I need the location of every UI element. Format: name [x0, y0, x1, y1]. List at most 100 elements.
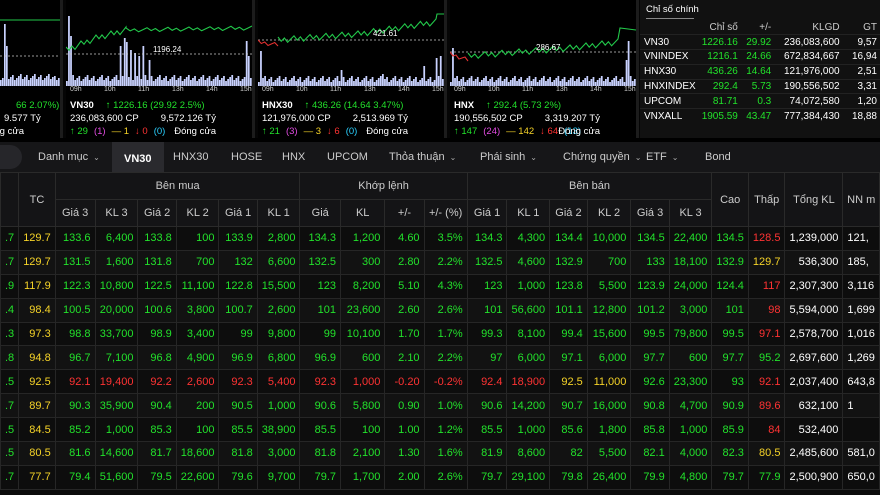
- tab-bond[interactable]: Bond: [705, 142, 731, 172]
- volume-bar: [567, 80, 570, 86]
- bid-volume-cell: 3,400: [175, 321, 220, 347]
- tab-phái-sinh[interactable]: Phái sinh ⌄: [480, 142, 537, 172]
- volume-bar: [427, 79, 430, 86]
- volume-bar: [311, 79, 314, 86]
- volume-bar: [88, 80, 91, 86]
- volume-bar: [605, 79, 607, 86]
- tab-label: Chứng quyền: [563, 151, 630, 163]
- table-row[interactable]: .4 98.4 100.5 20,000 100.6 3,800 100.7 2,600 101…: [0, 297, 880, 323]
- index-row[interactable]: VNINDEX 1216.1 24.66 672,834,667 16,94: [640, 49, 880, 65]
- foreign-cell: 1: [842, 393, 880, 419]
- volume-bar: [227, 79, 229, 86]
- tab-thỏa-thuận[interactable]: Thỏa thuận ⌄: [389, 142, 456, 172]
- info-text: ↑ 29: [70, 126, 88, 137]
- chart-panel-vn30[interactable]: 1196.24 09h 10h 11h 13h 14h 15h VN30 ↑ 1226.16…: [66, 0, 255, 138]
- volume-bar: [190, 80, 192, 86]
- info-text: ↑ 436.26 (14.64 3.47%): [304, 100, 404, 111]
- match-volume-cell: 1,200: [340, 226, 386, 251]
- volume-bar: [396, 81, 399, 86]
- volume-bar: [216, 75, 219, 86]
- volume-bar: [501, 81, 504, 86]
- volume-bar: [526, 78, 529, 86]
- table-row[interactable]: .7 129.7 133.6 6,400 133.8 100 133.9 2,800 134.3…: [0, 226, 880, 251]
- sub-col-header: +/-: [384, 199, 425, 227]
- volume-bar: [136, 76, 139, 86]
- table-row[interactable]: .7 129.7 131.5 1,600 131.8 700 132 6,600 132.5 30…: [0, 249, 880, 275]
- tab-hnx30[interactable]: HNX30: [173, 142, 208, 172]
- total-volume-cell: 5,594,000: [784, 297, 844, 323]
- volume-bar: [534, 77, 537, 86]
- change-cell: 1.30: [384, 441, 425, 466]
- volume-bar: [82, 79, 85, 86]
- volume-bar: [303, 80, 306, 86]
- volume-bar: [328, 77, 331, 86]
- bid-volume-cell: 11,100: [175, 273, 220, 299]
- sub-col-header: KL 2: [175, 199, 220, 227]
- chart-panel-vnindex[interactable]: 66 2.07%) 9.577 Tỷ Đóng cửa: [0, 0, 63, 138]
- ask-volume-cell: 4,600: [506, 249, 551, 275]
- ask-volume-cell: 6,000: [586, 345, 632, 371]
- bid-volume-cell: 51,600: [94, 464, 139, 490]
- tab-etf[interactable]: ETF ⌄: [646, 142, 678, 172]
- match-price-cell: 99: [299, 321, 342, 347]
- bid-volume-cell: 33,700: [94, 321, 139, 347]
- index-value: 1905.59: [698, 108, 741, 124]
- search-toggle[interactable]: [0, 145, 22, 169]
- bid-price-cell: 131.5: [54, 249, 96, 275]
- volume-bar: [417, 82, 419, 86]
- table-row[interactable]: .5 92.5 92.1 19,400 92.2 2,600 92.3 5,400 92.3 1,…: [0, 369, 880, 395]
- match-price-cell: 79.7: [299, 464, 342, 490]
- volume-bar: [14, 80, 16, 86]
- bid-price-cell: 99: [218, 321, 258, 347]
- bid-price-cell: 122.5: [137, 273, 177, 299]
- volume-bar: [134, 53, 136, 86]
- sub-col-header: KL 1: [506, 199, 551, 227]
- volume-bar: [576, 79, 578, 86]
- volume-bar: [173, 75, 176, 86]
- index-row[interactable]: VN30 1226.16 29.92 236,083,600 9,57: [640, 34, 880, 50]
- tab-upcom[interactable]: UPCOM: [327, 142, 368, 172]
- tab-chứng-quyền[interactable]: Chứng quyền ⌄: [563, 142, 641, 172]
- volume-bar: [629, 76, 632, 86]
- volume-bar: [289, 80, 291, 86]
- tab-hose[interactable]: HOSE: [231, 142, 262, 172]
- volume-bar: [297, 79, 300, 86]
- total-volume-col-header: Tổng KL: [784, 172, 844, 227]
- volume-bar: [346, 80, 349, 86]
- chart-panel-hnx30[interactable]: 421.61 09h 10h 11h 13h 14h 15h HNX30 ↑ 436.26 …: [258, 0, 447, 138]
- index-chart: 286.67: [450, 0, 636, 86]
- volume-bar: [42, 80, 44, 86]
- ask-price-cell: 134.3: [466, 226, 508, 251]
- tab-label: Thỏa thuận: [389, 151, 445, 163]
- match-price-cell: 96.9: [299, 345, 342, 371]
- tab-hnx[interactable]: HNX: [282, 142, 305, 172]
- volume-bar: [406, 78, 409, 86]
- table-row[interactable]: .3 97.3 98.8 33,700 98.9 3,400 99 9,800 99 10,100…: [0, 321, 880, 347]
- chart-panel-hnx[interactable]: 286.67 09h 10h 11h 13h 14h 15h HNX ↑ 292.4 (5.…: [450, 0, 639, 138]
- volume-bar: [130, 50, 132, 86]
- table-row[interactable]: .8 94.8 96.7 7,100 96.8 4,900 96.9 6,800 96.9 600…: [0, 345, 880, 371]
- index-row[interactable]: HNX30 436.26 14.64 121,976,000 2,51: [640, 63, 880, 80]
- volume-bar: [485, 76, 487, 86]
- bid-price-cell: 79.4: [54, 464, 96, 490]
- index-row[interactable]: HNXINDEX 292.4 5.73 190,556,502 3,31: [640, 78, 880, 94]
- table-row[interactable]: .5 80.5 81.6 14,600 81.7 18,600 81.8 3,000 81.8 2…: [0, 441, 880, 466]
- table-row[interactable]: .7 77.7 79.4 51,600 79.5 22,600 79.6 9,700 79.7 1…: [0, 464, 880, 490]
- volume-bar: [20, 74, 22, 86]
- table-row[interactable]: .9 117.9 122.3 10,800 122.5 11,100 122.8 15,500…: [0, 273, 880, 299]
- index-row[interactable]: UPCOM 81.71 0.3 74,072,580 1,20: [640, 93, 880, 109]
- volume-bar: [231, 75, 234, 86]
- table-row[interactable]: .7 89.7 90.3 35,900 90.4 200 90.5 1,000 90.6 5,80…: [0, 393, 880, 419]
- ask-price-cell: 90.6: [466, 393, 508, 419]
- tab-danh-mục[interactable]: Danh mục ⌄: [38, 142, 100, 172]
- volume-bar: [262, 78, 264, 86]
- index-row[interactable]: VNXALL 1905.59 43.47 777,384,430 18,88: [640, 108, 880, 124]
- tab-vn30[interactable]: VN30: [112, 142, 164, 172]
- table-row[interactable]: .5 84.5 85.2 1,000 85.3 100 85.5 38,900 85.5 100 1…: [0, 417, 880, 443]
- volume-bar: [208, 76, 211, 86]
- change-pct-cell: 2.6%: [423, 464, 468, 490]
- bid-price-cell: 85.2: [54, 417, 96, 443]
- volume-bar: [309, 81, 312, 86]
- volume-bar: [4, 24, 6, 86]
- volume-bar: [547, 79, 549, 86]
